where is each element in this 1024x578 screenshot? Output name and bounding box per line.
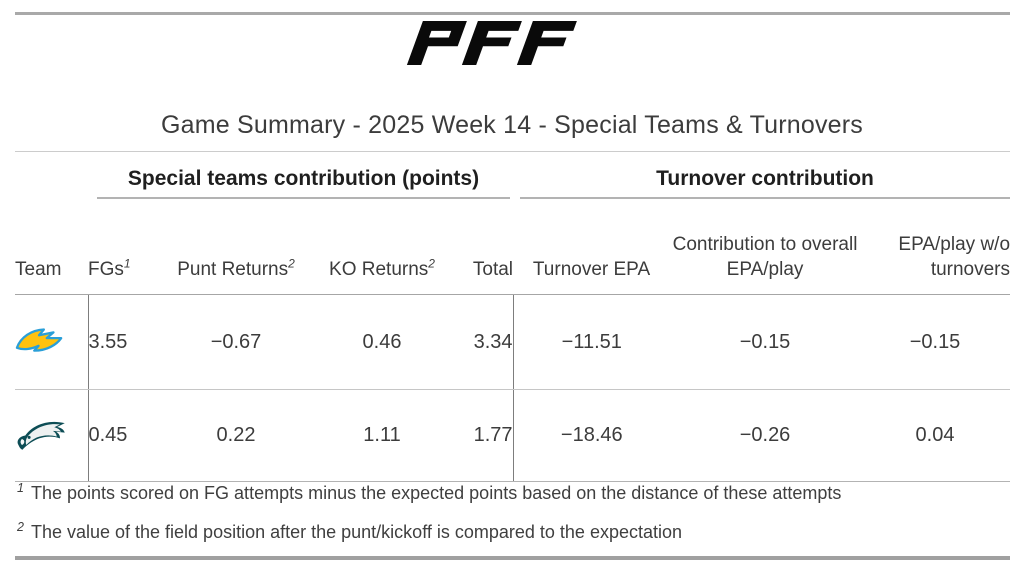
col-header-epa-wo-turnovers: EPA/play w/o turnovers bbox=[860, 199, 1011, 295]
cell-ko-returns: 1.11 bbox=[312, 389, 452, 482]
column-header-row: Team FGs1 Punt Returns2 KO Returns2 Tota… bbox=[15, 199, 1011, 295]
cell-turnover-epa: −11.51 bbox=[513, 294, 671, 390]
cell-epa-wo-turnovers: 0.04 bbox=[860, 389, 1011, 482]
group-header-spacer bbox=[15, 152, 88, 200]
group-header-turnover: Turnover contribution bbox=[520, 167, 1011, 199]
cell-epa-wo-turnovers: −0.15 bbox=[860, 294, 1011, 390]
cell-punt-returns: 0.22 bbox=[160, 389, 312, 482]
cell-contribution-epa: −0.15 bbox=[670, 294, 861, 390]
cell-turnover-epa: −18.46 bbox=[513, 389, 671, 482]
group-header-row: Special teams contribution (points) Turn… bbox=[15, 152, 1011, 200]
cell-punt-returns: −0.67 bbox=[160, 294, 312, 390]
footnote-ref-2: 2 bbox=[428, 256, 435, 271]
col-header-fgs: FGs1 bbox=[88, 199, 160, 295]
team-cell bbox=[15, 294, 89, 390]
footnote-2: 2 The value of the field position after t… bbox=[17, 519, 1009, 544]
col-header-turnover-epa: Turnover EPA bbox=[513, 199, 671, 295]
page-title: Game Summary - 2025 Week 14 - Special Te… bbox=[160, 111, 864, 139]
eagles-logo bbox=[17, 421, 65, 450]
cell-fgs: 0.45 bbox=[88, 389, 160, 482]
footnote-1: 1 The points scored on FG attempts minus … bbox=[17, 480, 1009, 505]
bottom-divider bbox=[15, 556, 1010, 560]
col-header-contribution-overall-epa: Contribution to overall EPA/play bbox=[670, 199, 861, 295]
col-header-total: Total bbox=[452, 199, 514, 295]
footnote-ref-2: 2 bbox=[288, 256, 295, 271]
col-header-punt-returns: Punt Returns2 bbox=[160, 199, 312, 295]
col-header-team: Team bbox=[15, 199, 88, 295]
top-divider bbox=[15, 12, 1010, 15]
summary-table: Special teams contribution (points) Turn… bbox=[15, 151, 1011, 482]
team-cell bbox=[15, 389, 89, 482]
footnote-1-marker: 1 bbox=[17, 481, 24, 495]
cell-total: 3.34 bbox=[452, 294, 514, 390]
cell-ko-returns: 0.46 bbox=[312, 294, 452, 390]
footnote-ref-1: 1 bbox=[123, 256, 131, 271]
footnote-2-text: The value of the field position after th… bbox=[30, 522, 683, 543]
cell-total: 1.77 bbox=[452, 389, 514, 482]
table-row-chargers: 3.55 −0.67 0.46 3.34 −11.51 −0.15 −0.15 bbox=[15, 294, 1011, 390]
cell-fgs: 3.55 bbox=[88, 294, 160, 390]
footnote-1-text: The points scored on FG attempts minus t… bbox=[30, 483, 842, 503]
pff-logo-icon bbox=[406, 21, 577, 65]
footnotes: 1 The points scored on FG attempts minus … bbox=[17, 480, 1009, 559]
col-header-ko-returns: KO Returns2 bbox=[312, 199, 452, 295]
group-header-special-teams: Special teams contribution (points) bbox=[97, 167, 511, 199]
cell-contribution-epa: −0.26 bbox=[670, 389, 861, 482]
pff-logo bbox=[0, 21, 1024, 65]
table-row-eagles: 0.45 0.22 1.11 1.77 −18.46 −0.26 0.04 bbox=[15, 389, 1011, 482]
footnote-2-marker: 2 bbox=[17, 520, 24, 535]
chargers-logo bbox=[15, 328, 63, 352]
